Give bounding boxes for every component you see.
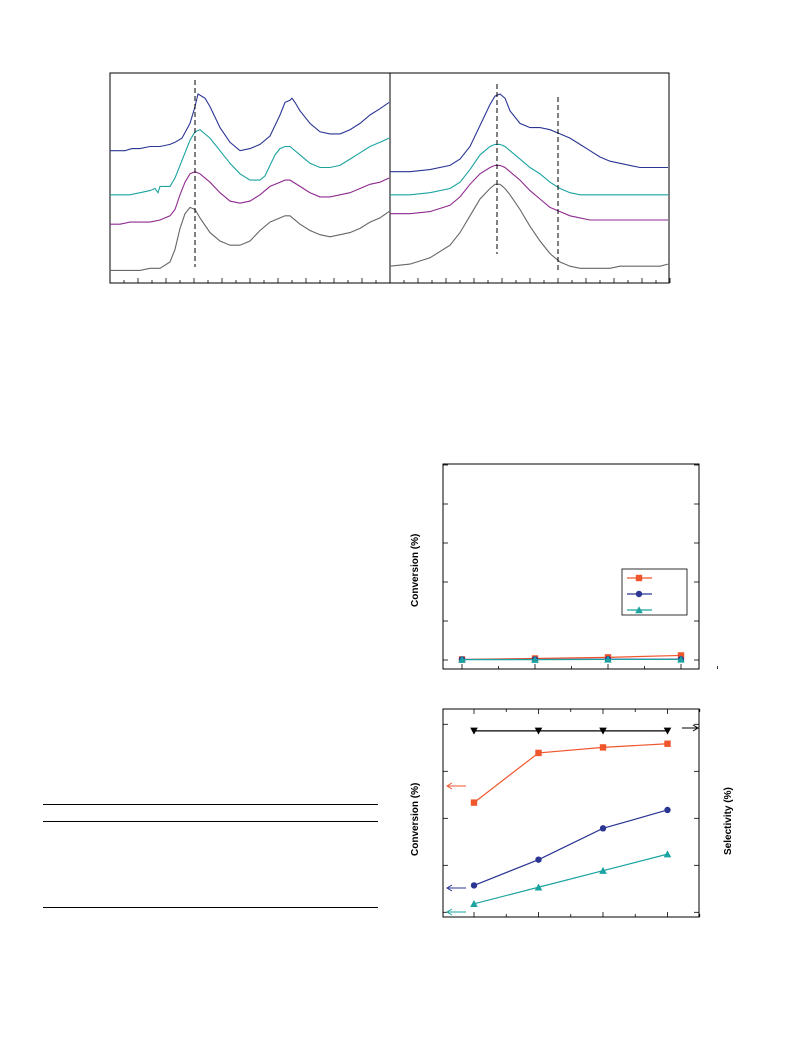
panel-c-point [677,655,685,663]
panel-d-point [470,799,478,806]
panel-c-series [458,652,685,663]
panel-d-axis-arrows [446,724,699,916]
spectra-right-trace-4 [389,183,669,269]
panel-d-point [534,727,543,735]
panel-d-point [599,825,607,832]
table-bottom-rule [43,907,378,908]
table-header-rule [43,821,378,822]
spectra-left-trace-1 [110,93,390,152]
panel-d-point [535,749,542,757]
panel-c-point [531,655,539,663]
panel-d-ylabel-right: Selectivity (%) [723,787,734,855]
spectra-right-frame [389,72,670,284]
spectra-right-x-ticks [389,278,671,283]
panel-d-point [664,806,671,814]
spectra-right-trace-3 [390,164,668,221]
panel-d-ylabel-left: Conversion (%) [410,782,421,856]
spectra-right-series [389,93,669,269]
panel-d-line-3 [473,809,668,886]
spectra-left-series [110,93,390,271]
panel-c-legend [627,574,652,614]
panel-d-frame [442,708,700,918]
panel-c-legend-marker [635,574,643,582]
panel-d-point [470,900,478,907]
panel-d-point [599,744,607,751]
panel-d-ticks [443,709,701,917]
panel-c-point [604,655,612,663]
panel-d-line-4 [473,853,668,905]
panel-c-point [458,655,466,663]
panel-d-point [599,727,607,735]
panel-d-series [470,727,672,907]
spectra-right-trace-2 [390,143,668,196]
panel-d-point [663,850,672,858]
panel-c-ticks [443,464,718,669]
panel-d-point [470,882,478,889]
spectra-left-trace-2 [110,129,390,196]
panel-c-point [677,652,685,659]
panel-d-point [599,866,607,874]
panel-c-legend-marker [635,606,643,614]
spectra-left-trace-3 [110,171,390,225]
spectra-right-trace-1 [390,93,668,173]
spectra-left-x-ticks [109,278,391,283]
panel-d-point [534,883,543,891]
panel-c-legend-box [621,568,688,616]
panel-d-point [664,740,671,747]
panel-d-point [470,727,478,735]
spectra-left-frame [109,72,391,284]
axis-arrow-head [446,782,453,790]
panel-d-point [535,856,542,863]
panel-c-ylabel: Conversion (%) [410,533,421,607]
axis-arrow-head [446,884,453,892]
axis-arrow-head [692,724,699,732]
panel-c-frame [442,463,700,670]
table-top-rule [43,804,378,805]
spectra-left-trace-4 [110,206,390,271]
panel-d-point [663,727,672,735]
panel-d-line-2 [473,743,668,804]
axis-arrow-head [446,908,453,916]
panel-c-legend-marker [635,590,643,598]
